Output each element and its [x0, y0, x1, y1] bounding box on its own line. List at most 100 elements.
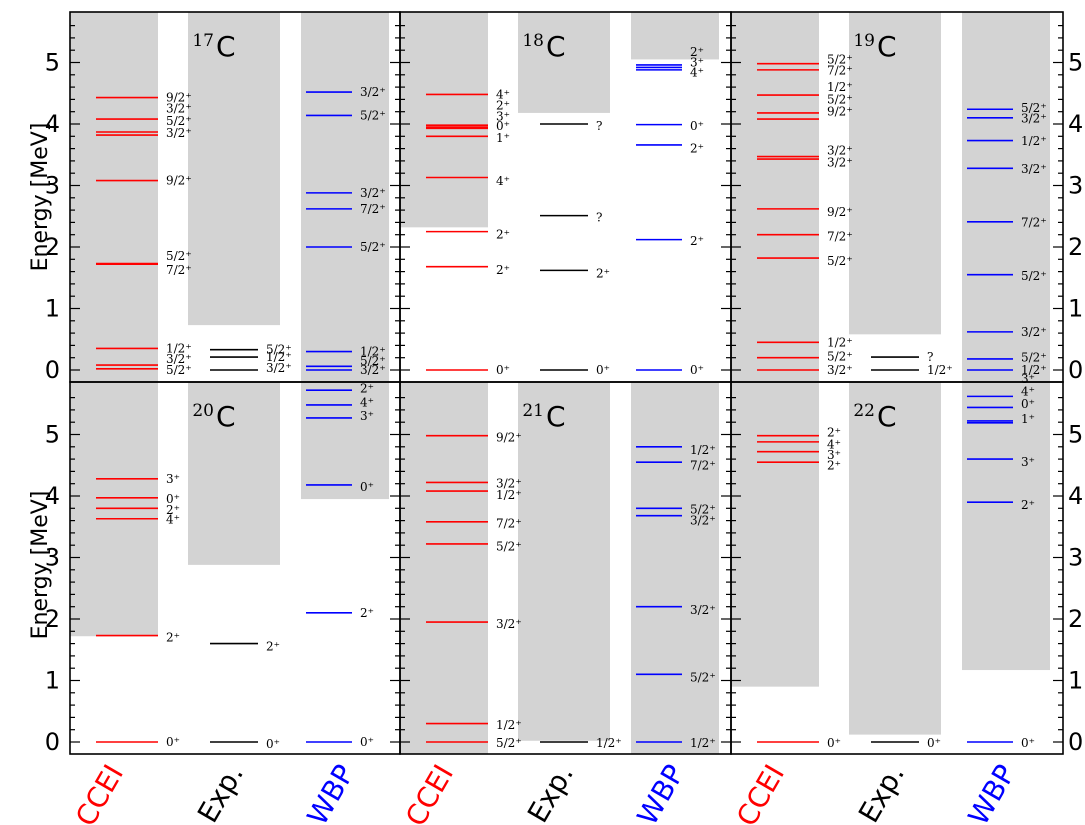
threshold-band-wbp-18	[631, 12, 719, 60]
level-label: 0⁺	[166, 735, 180, 749]
nucleus-symbol: C	[216, 30, 236, 63]
level-label: 4⁺	[1021, 384, 1035, 398]
level-label: 3/2⁺	[166, 352, 192, 366]
level-label: 4⁺	[827, 437, 841, 451]
level-label: 3⁺	[360, 409, 374, 423]
y-tick-label-right: 4	[1068, 482, 1083, 510]
nucleus-symbol: C	[546, 30, 566, 63]
nucleus-mass-number: 19	[853, 31, 875, 51]
level-label: 2⁺	[496, 228, 510, 242]
level-label: ?	[596, 119, 602, 133]
level-label: 3/2⁺	[166, 126, 192, 140]
y-tick-label-right: 1	[1068, 295, 1083, 323]
column-label-ccei: CCEI	[69, 759, 130, 825]
level-label: 3/2⁺	[166, 102, 192, 116]
level-label: 1/2⁺	[827, 335, 853, 349]
level-label: 2⁺	[690, 45, 704, 59]
level-label: 0⁺	[266, 737, 280, 751]
level-label: 5/2⁺	[266, 343, 292, 357]
level-label: 0⁺	[827, 736, 841, 750]
level-label: 1/2⁺	[927, 363, 953, 377]
level-label: 2⁺	[1021, 498, 1035, 512]
level-label: 0⁺	[496, 119, 510, 133]
y-tick-label-left: 5	[45, 421, 60, 449]
level-label: 3⁺	[166, 472, 180, 486]
level-label: 2⁺	[360, 606, 374, 620]
threshold-bands	[70, 12, 1050, 754]
level-label: 9/2⁺	[827, 205, 853, 219]
threshold-band-exp-19	[849, 12, 941, 335]
level-label: 3/2⁺	[827, 156, 853, 170]
y-tick-label-left: 4	[45, 482, 60, 510]
y-tick-label-right: 1	[1068, 667, 1083, 695]
threshold-band-exp-20	[188, 382, 280, 565]
level-label: 3/2⁺	[690, 514, 716, 528]
axis-ticks	[70, 25, 1063, 743]
threshold-band-wbp-19	[962, 12, 1050, 382]
nucleus-mass-number: 21	[522, 401, 544, 421]
level-label: 2⁺	[690, 234, 704, 248]
level-label: 0⁺	[496, 363, 510, 377]
y-tick-label-right: 3	[1068, 544, 1083, 572]
threshold-band-wbp-20	[301, 382, 389, 500]
level-label: 2⁺	[266, 640, 280, 654]
level-label: 5/2⁺	[690, 503, 716, 517]
level-label: 0⁺	[596, 363, 610, 377]
y-tick-label-left: 2	[45, 233, 60, 261]
level-label: ?	[596, 210, 602, 224]
level-label: 5/2⁺	[1021, 269, 1047, 283]
level-label: 4⁺	[496, 174, 510, 188]
level-label: 3⁺	[1021, 372, 1035, 386]
nucleus-mass-number: 17	[192, 31, 214, 51]
level-label: 1⁺	[1021, 412, 1035, 426]
level-label: 5/2⁺	[496, 736, 522, 750]
y-tick-label-right: 2	[1068, 605, 1083, 633]
text-labels: 9/2⁺3/2⁺5/2⁺3/2⁺9/2⁺5/2⁺7/2⁺1/2⁺3/2⁺5/2⁺…	[45, 30, 1084, 825]
level-label: 4⁺	[166, 512, 180, 526]
level-label: 3/2⁺	[496, 477, 522, 491]
level-label: 5/2⁺	[166, 363, 192, 377]
panel-frame-22	[730, 381, 1064, 755]
level-label: 2⁺	[596, 266, 610, 280]
level-label: 3/2⁺	[1021, 162, 1047, 176]
level-label: 1/2⁺	[360, 345, 386, 359]
y-tick-label-right: 4	[1068, 110, 1083, 138]
y-tick-label-left: 3	[45, 172, 60, 200]
level-label: 7/2⁺	[1021, 215, 1047, 229]
threshold-band-ccei-17	[70, 12, 158, 382]
level-label: 2⁺	[496, 99, 510, 113]
y-tick-label-left: 5	[45, 49, 60, 77]
level-label: 2⁺	[690, 142, 704, 156]
level-label: 3⁺	[827, 448, 841, 462]
level-label: 2⁺	[166, 630, 180, 644]
column-label-wbp: WBP	[962, 759, 1022, 825]
y-tick-label-left: 2	[45, 605, 60, 633]
y-tick-label-right: 3	[1068, 172, 1083, 200]
level-label: 3/2⁺	[1021, 325, 1047, 339]
level-label: 2⁺	[827, 458, 841, 472]
column-label-ccei: CCEI	[730, 759, 791, 825]
level-label: 1/2⁺	[266, 350, 292, 364]
level-label: 0⁺	[927, 736, 941, 750]
nucleus-mass-number: 22	[853, 401, 875, 421]
level-label: 5/2⁺	[1021, 351, 1047, 365]
level-label: 5/2⁺	[166, 249, 192, 263]
level-label: 2⁺	[496, 263, 510, 277]
level-label: 5/2⁺	[827, 254, 853, 268]
level-label: 2⁺	[360, 381, 374, 395]
level-label: 1/2⁺	[1021, 363, 1047, 377]
y-axis-title-top: Energy [MeV]	[28, 123, 53, 272]
level-label: 9/2⁺	[496, 431, 522, 445]
level-label: 7/2⁺	[360, 202, 386, 216]
column-label-wbp: WBP	[301, 759, 361, 825]
level-label: 7/2⁺	[827, 63, 853, 77]
level-label: 5/2⁺	[360, 108, 386, 122]
threshold-band-wbp-21	[631, 382, 719, 754]
level-label: 0⁺	[166, 492, 180, 506]
column-label-ccei: CCEI	[399, 759, 460, 825]
level-label: 1/2⁺	[496, 718, 522, 732]
y-tick-label-left: 0	[45, 356, 60, 384]
level-label: 1/2⁺	[690, 443, 716, 457]
level-label: 9/2⁺	[166, 91, 192, 105]
threshold-band-exp-18	[518, 12, 610, 113]
